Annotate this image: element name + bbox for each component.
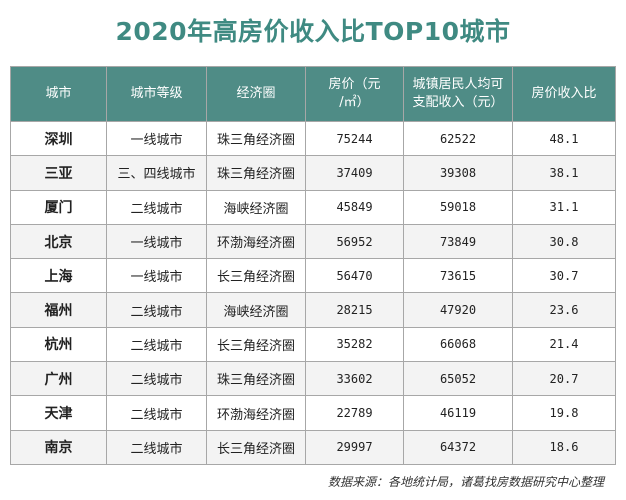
table-cell: 47920: [403, 292, 513, 328]
table-row: 南京 二线城市 长三角经济圈 29997 64372 18.6: [10, 429, 616, 465]
table-header: 城市 城市等级 经济圈 房价（元 /㎡） 城镇居民人均可 支配收入（元） 房价收入比: [10, 66, 616, 122]
table-cell: 73849: [403, 223, 513, 260]
table-cell: 三、四线城市: [106, 155, 207, 191]
table-cell: 环渤海经济圈: [206, 395, 306, 431]
table-cell: 19.8: [512, 395, 616, 431]
table-cell: 48.1: [512, 120, 616, 157]
table-cell: 二线城市: [106, 292, 207, 328]
table-row: 北京 一线城市 环渤海经济圈 56952 73849 30.8: [10, 223, 616, 260]
city-cell: 北京: [10, 223, 107, 260]
table-cell: 33602: [305, 361, 404, 397]
column-header-line: 房价收入比: [531, 86, 597, 101]
table-cell: 37409: [305, 155, 404, 191]
table-cell: 56952: [305, 223, 404, 260]
table-cell: 45849: [305, 189, 404, 225]
table-cell: 75244: [305, 120, 404, 157]
table-cell: 二线城市: [106, 189, 207, 225]
city-cell: 深圳: [10, 120, 107, 157]
table-cell: 珠三角经济圈: [206, 361, 306, 397]
table-cell: 长三角经济圈: [206, 258, 306, 294]
column-header: 城市等级: [106, 66, 207, 122]
table-cell: 海峡经济圈: [206, 189, 306, 225]
column-header-line: 城镇居民人均可: [412, 77, 504, 92]
table-cell: 46119: [403, 395, 513, 431]
table-cell: 66068: [403, 326, 513, 363]
column-header-line: 房价（元: [328, 77, 381, 92]
column-header: 房价（元 /㎡）: [305, 66, 404, 122]
table-cell: 珠三角经济圈: [206, 155, 306, 191]
table-cell: 39308: [403, 155, 513, 191]
table-cell: 海峡经济圈: [206, 292, 306, 328]
column-header-line: /㎡）: [339, 95, 370, 110]
city-cell: 杭州: [10, 326, 107, 363]
city-cell: 厦门: [10, 189, 107, 225]
chart-title: 2020年高房价收入比TOP10城市: [115, 17, 511, 46]
column-header: 经济圈: [206, 66, 306, 122]
table-row: 杭州 二线城市 长三角经济圈 35282 66068 21.4: [10, 326, 616, 363]
table-cell: 28215: [305, 292, 404, 328]
table-row: 广州 二线城市 珠三角经济圈 33602 65052 20.7: [10, 361, 616, 397]
column-header: 城镇居民人均可 支配收入（元）: [403, 66, 513, 122]
table-cell: 二线城市: [106, 395, 207, 431]
table-cell: 二线城市: [106, 361, 207, 397]
data-table: 城市 城市等级 经济圈 房价（元/㎡） 城镇居民人均可 支配收入（元） 房价收入比 深圳 一线…: [10, 66, 616, 465]
city-cell: 南京: [10, 429, 107, 465]
table-row: 厦门 二线城市 海峡经济圈 45849 59018 31.1: [10, 189, 616, 225]
table-cell: 35282: [305, 326, 404, 363]
column-header-line: 城市: [45, 86, 72, 101]
city-cell: 广州: [10, 361, 107, 397]
table-cell: 23.6: [512, 292, 616, 328]
column-header: 城市: [10, 66, 107, 122]
table-cell: 一线城市: [106, 223, 207, 260]
table-cell: 21.4: [512, 326, 616, 363]
table-row: 天津 二线城市 环渤海经济圈 22789 46119 19.8: [10, 395, 616, 431]
table-cell: 30.8: [512, 223, 616, 260]
table-cell: 22789: [305, 395, 404, 431]
column-header-line: 支配收入（元）: [412, 95, 504, 110]
table-cell: 31.1: [512, 189, 616, 225]
source-note: 数据来源：各地统计局，诸葛找房数据研究中心整理: [327, 475, 604, 489]
table-cell: 73615: [403, 258, 513, 294]
column-header-line: 经济圈: [236, 86, 276, 101]
table-cell: 62522: [403, 120, 513, 157]
table-cell: 一线城市: [106, 258, 207, 294]
table-cell: 20.7: [512, 361, 616, 397]
table-cell: 环渤海经济圈: [206, 223, 306, 260]
table-cell: 38.1: [512, 155, 616, 191]
table-cell: 30.7: [512, 258, 616, 294]
table-cell: 29997: [305, 429, 404, 465]
city-cell: 三亚: [10, 155, 107, 191]
table-cell: 长三角经济圈: [206, 326, 306, 363]
table-row: 上海 一线城市 长三角经济圈 56470 73615 30.7: [10, 258, 616, 294]
column-header-line: 城市等级: [130, 86, 183, 101]
table-row: 福州 二线城市 海峡经济圈 28215 47920 23.6: [10, 292, 616, 328]
city-cell: 上海: [10, 258, 107, 294]
table-cell: 长三角经济圈: [206, 429, 306, 465]
column-header: 房价收入比: [512, 66, 616, 122]
table-cell: 18.6: [512, 429, 616, 465]
header-row: 城市 城市等级 经济圈 房价（元 /㎡） 城镇居民人均可 支配收入（元） 房价收入比: [10, 66, 616, 122]
table-cell: 59018: [403, 189, 513, 225]
table-cell: 珠三角经济圈: [206, 120, 306, 157]
table-cell: 56470: [305, 258, 404, 294]
table-row: 深圳 一线城市 珠三角经济圈 75244 62522 48.1: [10, 120, 616, 157]
table-cell: 二线城市: [106, 326, 207, 363]
table-cell: 65052: [403, 361, 513, 397]
table-body: 深圳 一线城市 珠三角经济圈 75244 62522 48.1 三亚 三、四线城市 珠三角经济圈…: [10, 120, 616, 465]
table-cell: 64372: [403, 429, 513, 465]
table-cell: 二线城市: [106, 429, 207, 465]
city-cell: 天津: [10, 395, 107, 431]
table-row: 三亚 三、四线城市 珠三角经济圈 37409 39308 38.1: [10, 155, 616, 191]
table-cell: 一线城市: [106, 120, 207, 157]
city-cell: 福州: [10, 292, 107, 328]
